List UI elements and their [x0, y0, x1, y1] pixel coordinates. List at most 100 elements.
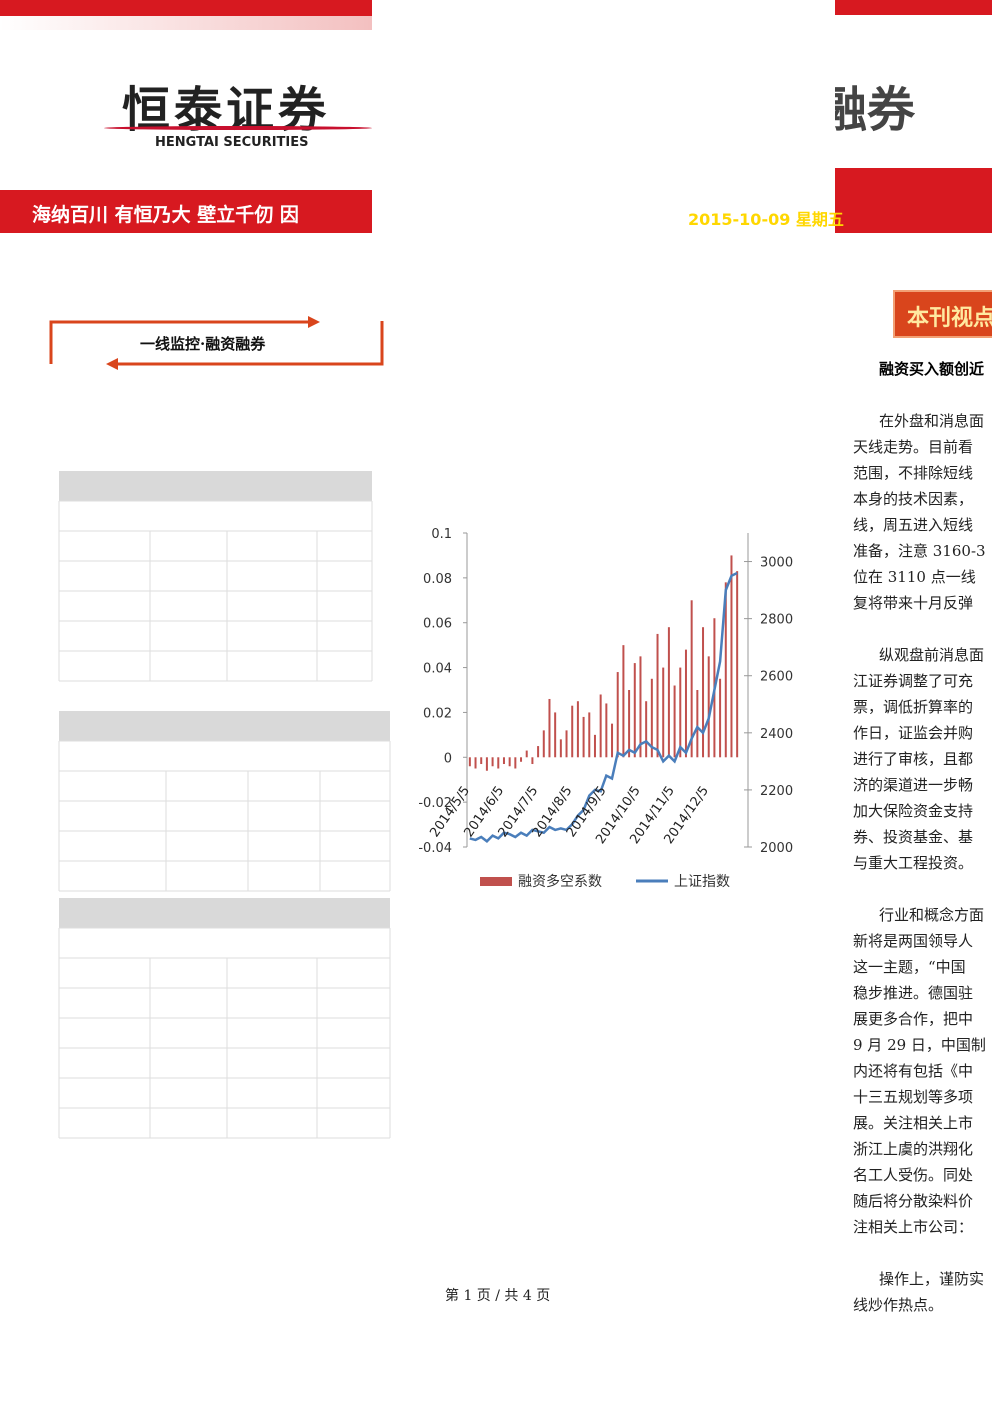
y2-tick-label: 2200 — [760, 784, 793, 799]
text-line: 票，调低折算率的 — [853, 698, 974, 716]
y-tick-label: -0.02 — [418, 796, 452, 811]
text-line: 展更多合作，把中 — [853, 1010, 974, 1028]
bar — [639, 656, 642, 758]
text-line: 内还将有包括《中 — [853, 1062, 974, 1080]
y2-tick-label: 3000 — [760, 556, 793, 571]
legend-label: 融资多空系数 — [518, 873, 602, 890]
bar — [684, 649, 687, 758]
bar — [673, 685, 676, 758]
bar — [707, 656, 710, 758]
table-header — [59, 711, 390, 741]
bar — [633, 663, 636, 758]
y-tick-label: -0.04 — [418, 841, 452, 856]
legend-swatch — [480, 877, 512, 886]
logo-swoosh — [104, 126, 372, 130]
line — [469, 571, 738, 843]
bar — [696, 690, 699, 758]
bar — [520, 757, 523, 762]
text-line: 操作上，谨防实 — [879, 1270, 985, 1288]
text-line: 位在 3110 点一线 — [853, 568, 976, 586]
text-line: 随后将分散染料价 — [853, 1192, 974, 1210]
bar — [628, 690, 631, 758]
heading-box: 本刊视点 — [893, 290, 992, 338]
bar — [719, 678, 722, 758]
text-line: 准备，注意 3160-3 — [853, 542, 986, 560]
bar — [497, 757, 500, 769]
table-header — [59, 898, 390, 928]
paragraph-gap — [853, 1318, 986, 1340]
text-line: 作日，证监会并购 — [853, 724, 974, 742]
bar — [502, 757, 505, 765]
text-line: 范围，不排除短线 — [853, 464, 974, 482]
top-bar — [0, 0, 372, 16]
text-line: 在外盘和消息面 — [879, 412, 985, 430]
bar — [730, 555, 733, 758]
y-tick-label: 0.02 — [423, 706, 452, 721]
y2-tick-label: 2400 — [760, 727, 793, 742]
arrow — [106, 358, 118, 370]
y2-tick-label: 2800 — [760, 613, 793, 628]
text-line: 名工人受伤。同处 — [853, 1166, 974, 1184]
text-line: 与重大工程投资。 — [853, 854, 974, 872]
table — [58, 471, 391, 1139]
text-line: 展。关注相关上市 — [853, 1114, 974, 1132]
bar — [491, 757, 494, 767]
paragraphs: 在外盘和消息面 天线走势。目前看 范围，不排除短线 本身的技术因素， 线，周五进入短线准… — [853, 408, 986, 1340]
date: 2015-10-09 星期五 — [688, 210, 844, 229]
bar — [690, 600, 693, 758]
bar — [531, 757, 534, 765]
bar — [554, 712, 557, 758]
bar — [650, 678, 653, 758]
bar — [667, 627, 670, 758]
bar — [616, 672, 619, 758]
bar — [468, 757, 471, 767]
text-line: 进行了审核，且都 — [853, 750, 974, 768]
bar — [736, 571, 739, 758]
logo-en: HENGTAI SECURITIES — [155, 135, 309, 150]
footer: 第 1 页 / 共 4 页 — [445, 1288, 551, 1304]
paragraph-gap — [853, 1240, 986, 1266]
text-line: 济的渠道进一步畅 — [853, 776, 974, 794]
text-line: 这一主题，“中国 — [853, 958, 966, 976]
bar — [679, 667, 682, 758]
bar — [548, 698, 551, 758]
text-line: 新将是两国领导人 — [853, 932, 974, 950]
bar — [480, 757, 483, 765]
bar — [474, 757, 477, 769]
text-line: 行业和概念方面 — [879, 906, 985, 924]
bar — [485, 757, 488, 771]
frame-top — [49, 320, 316, 364]
right-title: 融券 — [835, 82, 915, 138]
bar — [622, 645, 625, 758]
bar — [582, 716, 585, 758]
text-line: 浙江上虞的洪翔化 — [853, 1140, 974, 1158]
slogan-bar: 海纳百川 有恒乃大 壁立千仞 因 — [0, 190, 372, 233]
bar — [537, 746, 540, 758]
chart: -0.04 -0.02 0 0.02 0.04 0.06 0.08 0.1 2000 2200 24… — [418, 527, 793, 890]
bar — [542, 730, 545, 758]
frame-bottom — [110, 321, 384, 366]
text-line: 稳步推进。德国驻 — [853, 984, 974, 1002]
section-title: 一线监控·融资融券 — [140, 335, 266, 353]
heading: 本刊视点 — [907, 306, 992, 331]
y-tick-label: 0.04 — [423, 662, 452, 677]
table-header — [59, 471, 372, 501]
text-line: 线，周五进入短线 — [853, 516, 974, 534]
bar — [605, 703, 608, 758]
arrow — [308, 316, 320, 328]
text-line: 线炒作热点。 — [853, 1296, 944, 1314]
bar — [611, 723, 614, 758]
y2-tick-label: 2000 — [760, 841, 793, 856]
paragraph-gap — [853, 616, 986, 642]
bar — [599, 694, 602, 758]
bar — [565, 730, 568, 758]
y-tick-label: 0.06 — [423, 617, 452, 632]
bar — [702, 627, 705, 758]
slogan: 海纳百川 有恒乃大 壁立千仞 因 — [32, 204, 299, 226]
y-tick-label: 0.08 — [423, 572, 452, 587]
bar — [593, 734, 596, 758]
text-line: 注相关上市公司： — [853, 1218, 974, 1236]
text-line: 9 月 29 日，中国制 — [853, 1036, 986, 1054]
